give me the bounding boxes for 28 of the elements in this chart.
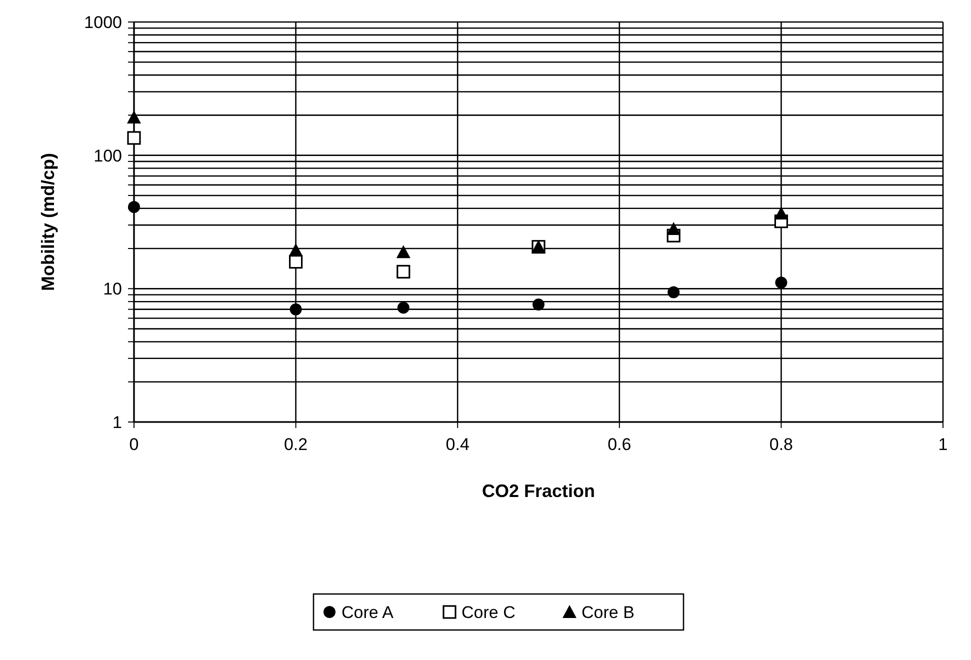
- point: [288, 243, 303, 256]
- y-axis-title: Mobility (md/cp): [38, 153, 58, 291]
- legend-label: Core C: [462, 602, 516, 622]
- x-tick-label: 0: [129, 435, 139, 454]
- point: [775, 276, 788, 289]
- point: [666, 222, 681, 236]
- point: [774, 206, 788, 220]
- y-tick-label: 100: [94, 146, 122, 166]
- y-tick-label: 1000: [84, 12, 122, 32]
- y-tick-label: 10: [103, 280, 122, 299]
- point: [127, 110, 141, 124]
- point: [396, 245, 410, 258]
- x-tick-label: 0.2: [284, 435, 308, 454]
- point: [397, 302, 410, 314]
- point: [290, 303, 302, 316]
- legend-label: Core B: [582, 602, 634, 622]
- x-tick-label: 0.8: [769, 435, 794, 454]
- point: [668, 286, 680, 298]
- x-tick-label: 0.6: [608, 435, 632, 454]
- point: [128, 200, 140, 213]
- x-tick-label: 0.4: [446, 435, 470, 454]
- legend-label: Core A: [342, 602, 394, 622]
- y-tick-label: 1: [112, 412, 122, 432]
- point: [127, 131, 141, 145]
- point: [396, 264, 410, 279]
- x-axis-title: CO2 Fraction: [482, 481, 596, 501]
- point: [532, 298, 544, 311]
- x-tick-label: 1: [938, 435, 948, 454]
